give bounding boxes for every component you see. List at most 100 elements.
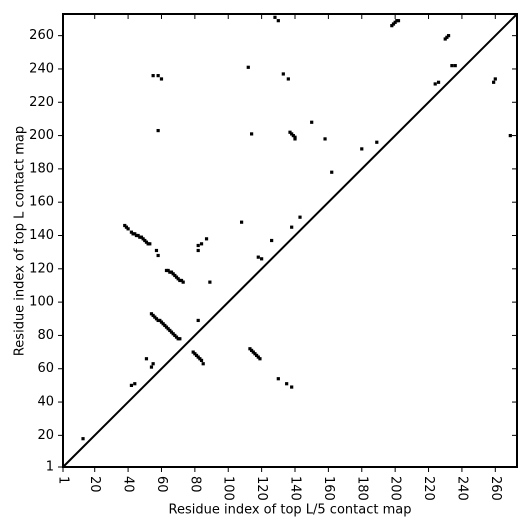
contact-point [360,147,364,151]
contact-point [154,248,159,253]
x-tick-label: 260 [488,476,503,501]
y-axis-label: Residue index of top L contact map [13,126,28,356]
contact-point [153,315,157,319]
contact-point [285,382,289,386]
plot-frame [62,13,518,468]
contact-point [166,327,170,331]
contact-point [176,277,180,281]
x-tick-label: 180 [354,476,369,501]
x-tick-label: 80 [187,476,202,493]
contact-point [258,357,262,361]
contact-point [493,77,497,81]
contact-point [139,235,144,239]
contact-point [246,65,250,69]
y-tick-label: 260 [29,28,54,43]
contact-point [156,74,160,78]
contact-point [131,232,135,236]
x-tick-label: 40 [121,476,136,493]
contact-point [181,280,185,284]
contact-point [159,320,164,324]
contact-point [138,235,142,239]
contact-point [143,238,147,243]
contact-point [193,352,197,356]
contact-point [191,350,195,354]
contact-point [450,64,454,68]
contact-point [290,225,294,229]
contact-point [273,15,277,19]
contact-point [81,437,85,441]
x-tick-label: 60 [154,476,169,493]
x-tick-label: 160 [321,476,336,501]
contact-point [156,128,160,133]
contact-point [149,365,154,369]
contact-point [492,80,496,84]
contact-point [154,317,159,321]
diagonal [62,13,518,468]
contact-point [508,133,512,138]
contact-point [199,242,204,246]
contact-point [201,362,205,366]
contact-point [445,35,449,39]
contact-point [393,20,397,24]
contact-point [204,237,209,241]
contact-point [290,385,294,389]
contact-point [310,120,314,124]
contact-point [260,257,264,261]
contact-point [256,355,260,359]
y-tick-label: 180 [29,161,54,176]
contact-point [196,318,200,323]
contact-point [168,270,172,274]
contact-point [453,64,457,68]
x-tick-label: 120 [254,476,269,501]
contact-point [253,352,257,356]
contact-point [178,337,182,341]
y-tick-label: 200 [29,128,54,143]
y-tick-label: 120 [29,261,54,276]
y-tick-label: 60 [37,361,54,376]
x-tick-label: 240 [454,476,469,501]
contact-point [129,383,134,387]
contact-point [250,132,254,136]
contact-point [123,223,127,228]
contact-point [134,233,139,238]
contact-point [293,135,297,139]
contact-point [174,335,179,339]
contact-point [250,348,254,353]
contact-point [179,278,184,283]
y-tick-label: 80 [37,328,54,343]
y-tick-label: 40 [37,395,54,410]
contact-point [256,255,260,259]
y-tick-label: 140 [29,228,54,243]
y-tick-label: 220 [29,95,54,110]
contact-point [446,34,451,38]
x-tick-label: 200 [388,476,403,501]
contact-point [281,72,285,76]
contact-point [148,242,152,246]
contact-point [198,357,202,361]
contact-point [248,347,252,351]
contact-point [171,332,175,336]
y-tick-label: 20 [37,428,54,443]
contact-point [159,77,164,81]
y-tick-label: 1 [46,460,54,475]
contact-point [146,242,150,246]
contact-point [141,237,145,241]
contact-point [293,137,297,141]
contact-point [158,318,162,323]
contact-point [391,22,396,26]
y-tick-label: 160 [29,195,54,210]
contact-point [208,280,212,284]
y-tick-label: 240 [29,61,54,76]
contact-point [126,227,130,231]
contact-point [270,238,274,243]
contact-point [173,273,177,278]
x-tick-label: 1 [56,476,71,484]
contact-point [168,328,172,333]
contact-point [433,82,437,86]
contact-point [251,350,255,354]
x-axis-label: Residue index of top L/5 contact map [169,503,412,518]
contact-point [396,19,401,23]
contact-point [124,225,129,229]
contact-point [288,130,292,134]
